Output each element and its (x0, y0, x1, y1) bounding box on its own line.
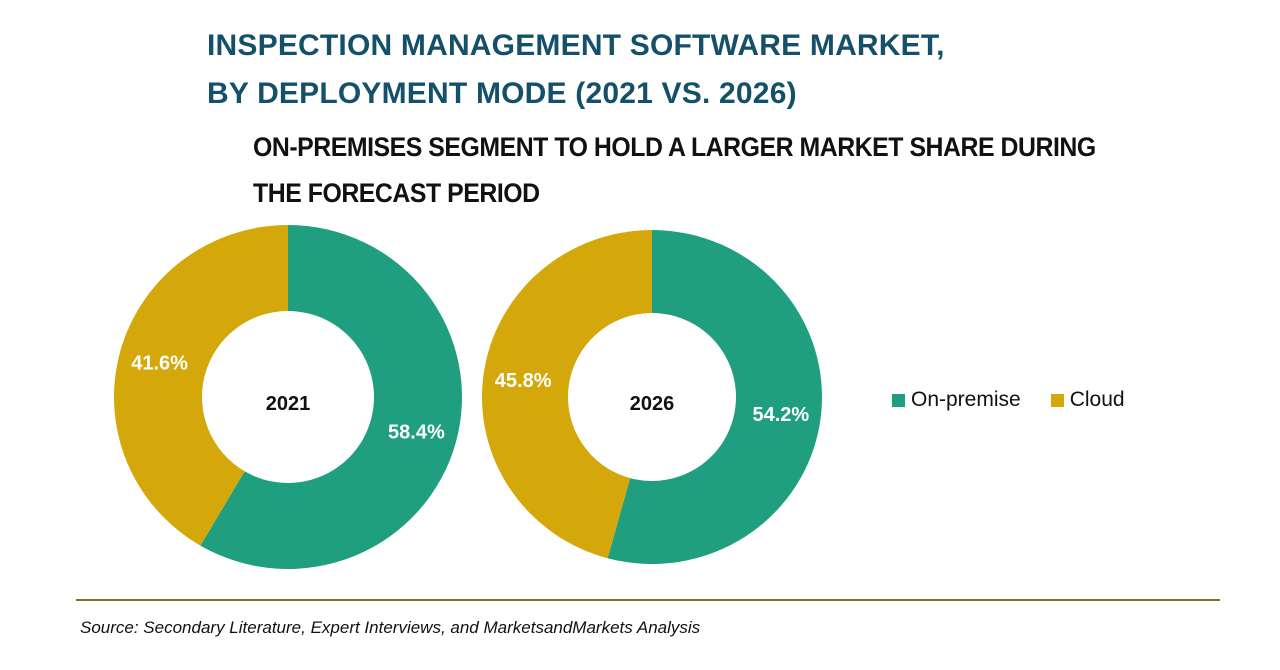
legend-swatch-cloud (1050, 393, 1064, 407)
chart-title: INSPECTION MANAGEMENT SOFTWARE MARKET, B… (207, 22, 945, 118)
footer-divider (76, 599, 1220, 601)
donut-2021-label-on-premise: 58.4% (388, 422, 445, 444)
donut-2026-slice-on-premise (607, 230, 822, 565)
source-note: Source: Secondary Literature, Expert Int… (80, 618, 701, 637)
chart-title-line-1: INSPECTION MANAGEMENT SOFTWARE MARKET, (207, 29, 945, 62)
donut-2021-slice-on-premise (200, 225, 463, 569)
legend-label-on-premise: On-premise (911, 388, 1021, 411)
legend: On-premise Cloud (892, 388, 1155, 412)
chart-subtitle: ON-PREMISES SEGMENT TO HOLD A LARGER MAR… (253, 124, 1169, 216)
chart-title-line-2: BY DEPLOYMENT MODE (2021 VS. 2026) (207, 77, 797, 110)
donut-2021-slice-cloud (114, 225, 288, 546)
donut-2026-label-on-premise: 54.2% (753, 404, 810, 426)
donut-2021-center-label: 2021 (266, 393, 311, 415)
legend-item-on-premise: On-premise (892, 388, 1021, 412)
legend-label-cloud: Cloud (1069, 388, 1125, 411)
legend-swatch-on-premise (892, 393, 905, 407)
donut-2026-slice-cloud (482, 230, 652, 559)
donut-2026-label-cloud: 45.8% (495, 370, 552, 392)
chart-subtitle-line-1: ON-PREMISES SEGMENT TO HOLD A LARGER MAR… (253, 132, 1096, 162)
donut-2021-label-cloud: 41.6% (131, 352, 188, 374)
legend-item-cloud: Cloud (1050, 388, 1125, 412)
chart-subtitle-line-2: THE FORECAST PERIOD (253, 178, 540, 208)
donut-2026-center-label: 2026 (630, 393, 675, 415)
